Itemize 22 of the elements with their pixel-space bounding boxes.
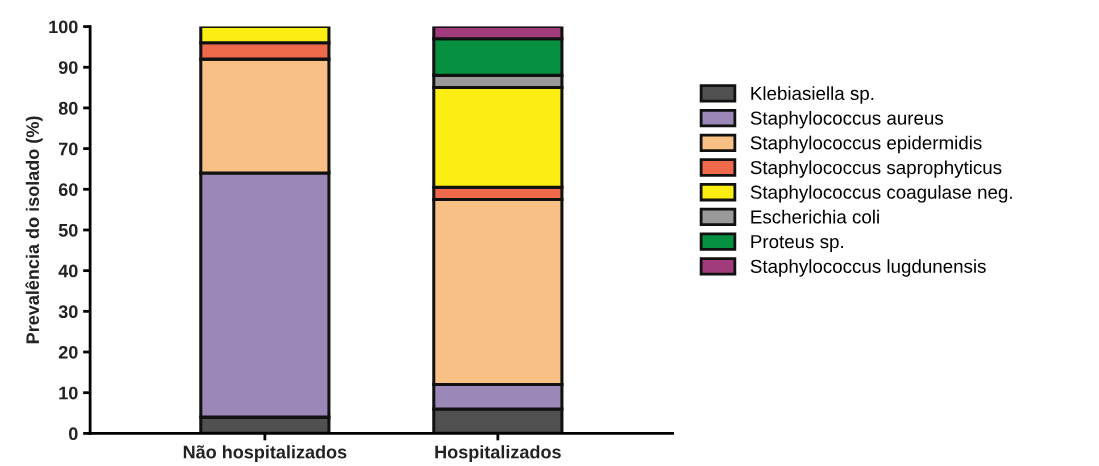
legend-label: Staphylococcus saprophyticus xyxy=(750,160,1002,178)
y-tick-label: 10 xyxy=(59,386,78,400)
legend-label: Staphylococcus lugdunensis xyxy=(750,259,986,277)
legend-label: Proteus sp. xyxy=(751,235,843,252)
y-tick-label: 50 xyxy=(58,223,78,237)
legend-label: Escherichia coli xyxy=(751,209,879,224)
legend-label: Klebiasiella sp. xyxy=(751,86,874,104)
y-tick-label: 30 xyxy=(58,305,78,319)
y-axis-title: Prevalência do isolado (%) xyxy=(25,116,43,344)
y-tick-label: 0 xyxy=(68,427,78,441)
legend-label: Staphylococcus coagulase neg. xyxy=(750,185,1012,203)
x-tick-label: Hospitalizados xyxy=(435,445,561,463)
x-tick-label: Não hospitalizados xyxy=(183,445,347,463)
legend-label: Staphylococcus epidermidis xyxy=(750,135,982,154)
y-tick-label: 80 xyxy=(58,101,78,115)
y-tick-label: 100 xyxy=(49,20,78,34)
y-tick-label: 70 xyxy=(59,142,78,156)
legend-label: Staphylococcus aureus xyxy=(750,110,944,129)
y-tick-label: 60 xyxy=(58,183,78,197)
y-tick-label: 40 xyxy=(58,264,78,278)
y-tick-label: 20 xyxy=(58,345,78,359)
y-tick-label: 90 xyxy=(58,61,78,74)
